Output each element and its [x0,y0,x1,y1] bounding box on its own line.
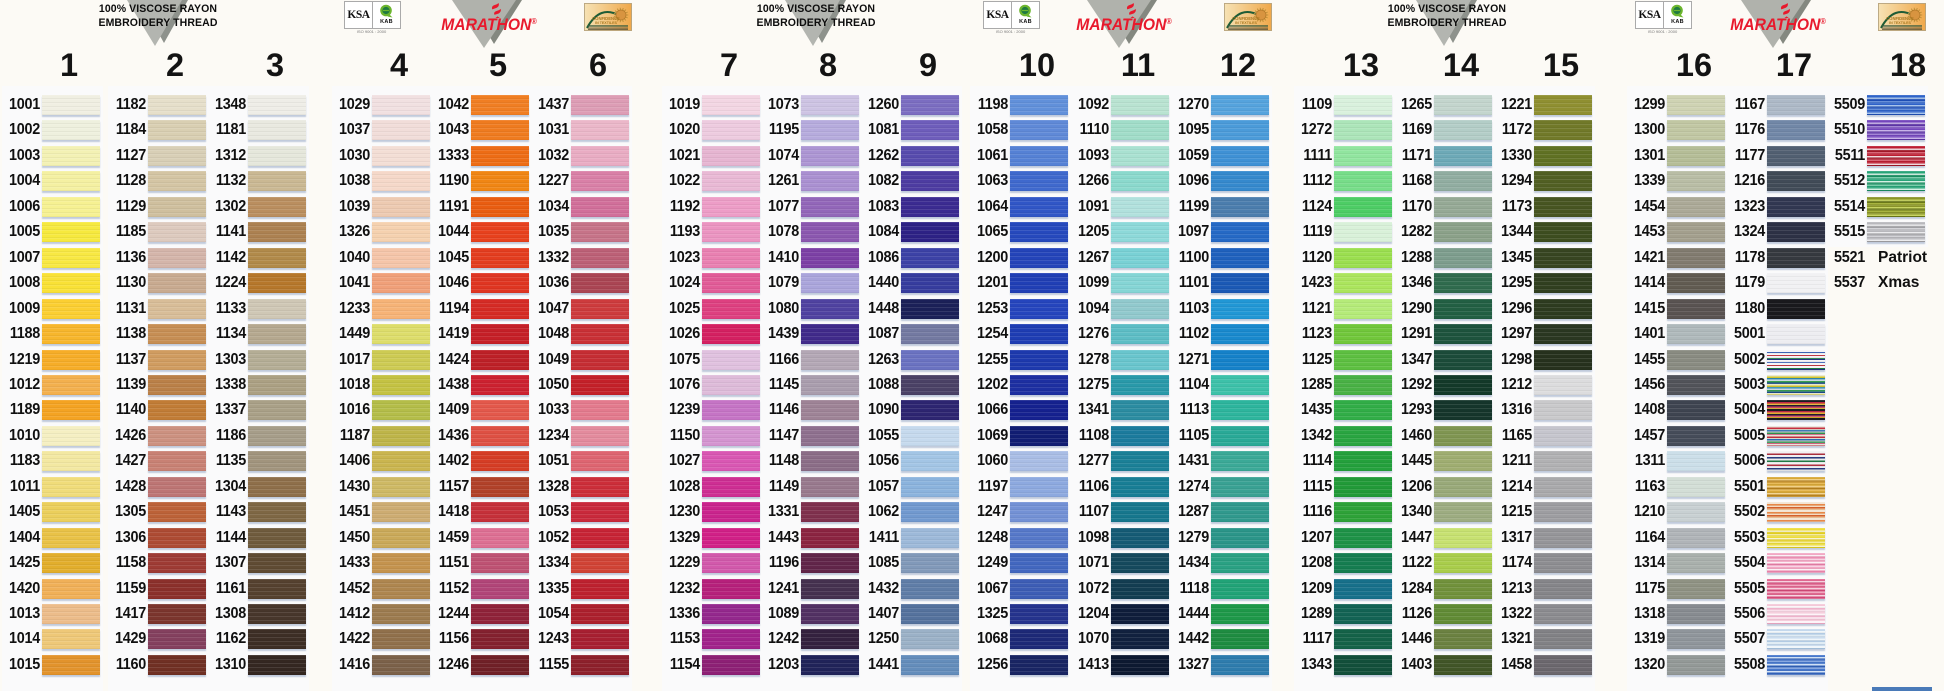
svg-text:IN TEXTILES: IN TEXTILES [1235,21,1257,25]
svg-text:CONFIDENCE: CONFIDENCE [592,16,620,21]
svg-text:IN TEXTILES: IN TEXTILES [595,21,617,25]
svg-text:CONFIDENCE: CONFIDENCE [1886,16,1914,21]
svg-text:CONFIDENCE: CONFIDENCE [1232,16,1260,21]
svg-text:IN TEXTILES: IN TEXTILES [1889,21,1911,25]
